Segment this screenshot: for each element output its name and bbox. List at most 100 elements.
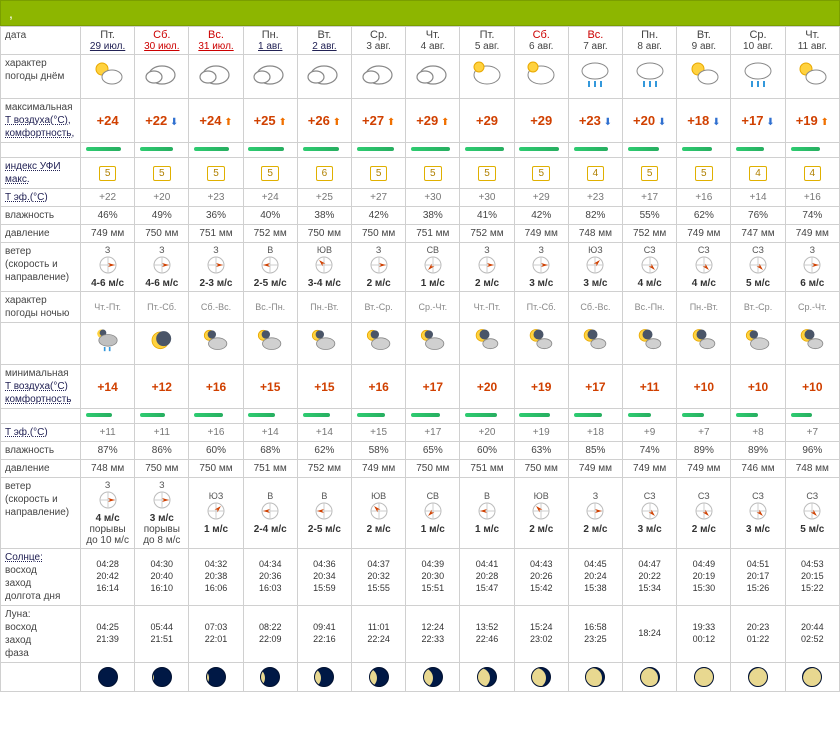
- night-wind-speed: 2 м/с: [570, 524, 621, 535]
- temp-min: +15: [260, 380, 280, 394]
- comfort-temp: +25: [297, 189, 351, 207]
- uvi-value: 6: [316, 166, 334, 181]
- temp-max: +26: [308, 113, 330, 128]
- uvi-value: 5: [424, 166, 442, 181]
- date-link[interactable]: 31 июл.: [198, 41, 233, 52]
- sun-times: 04:3020:4016:10: [135, 549, 189, 606]
- date-text: 11 авг.: [798, 41, 827, 52]
- moon-times: 05:4421:51: [135, 606, 189, 663]
- night-weather-icon: [406, 323, 460, 365]
- date-link[interactable]: 1 авг.: [258, 41, 282, 52]
- wind-speed: 1 м/с: [407, 278, 458, 289]
- uvi-value: 4: [587, 166, 605, 181]
- moon-phase-icon: [406, 663, 460, 692]
- night-weather-icon: [514, 323, 568, 365]
- comfort-bar: [194, 147, 238, 153]
- comfort-bar-night: [303, 413, 347, 419]
- day-of-week: Сб.: [136, 29, 187, 41]
- comfort-bar: [357, 147, 401, 153]
- night-wind-speed: 2 м/с: [516, 524, 567, 535]
- moon-phase-icon: [623, 663, 677, 692]
- wind-speed: 4 м/с: [678, 278, 729, 289]
- night-weather-icon: [189, 323, 243, 365]
- sun-times: 04:4120:2815:47: [460, 549, 514, 606]
- humidity: 76%: [731, 207, 785, 225]
- temp-min: +10: [694, 380, 714, 394]
- comfort-temp: +29: [514, 189, 568, 207]
- night-weather-icon: [677, 323, 731, 365]
- wind-speed: 4-6 м/с: [136, 278, 187, 289]
- day-of-week: Чт.: [787, 29, 838, 41]
- night-wind-dir: СЗ: [624, 491, 675, 501]
- humidity: 38%: [406, 207, 460, 225]
- night-weather-icon: [81, 323, 135, 365]
- comfort-bar-night: [519, 413, 563, 419]
- comfort-temp: +22: [81, 189, 135, 207]
- comfort-bar-night: [465, 413, 509, 419]
- night-humidity: 89%: [731, 442, 785, 460]
- day-weather-icon: [189, 55, 243, 99]
- comfort-temp: +27: [352, 189, 406, 207]
- night-period: Пт.-Сб.: [514, 292, 568, 323]
- uvi-value: 5: [370, 166, 388, 181]
- comfort-temp: +23: [189, 189, 243, 207]
- night-wind-dir: ЮВ: [516, 491, 567, 501]
- humidity: 42%: [352, 207, 406, 225]
- night-comfort-temp: +14: [243, 424, 297, 442]
- night-comfort-temp: +17: [406, 424, 460, 442]
- humidity: 62%: [677, 207, 731, 225]
- day-weather-icon: [81, 55, 135, 99]
- night-wind-dir: СВ: [407, 491, 458, 501]
- wind-dir: В: [245, 245, 296, 255]
- day-of-week: Вс.: [570, 29, 621, 41]
- wind-dir: СВ: [407, 245, 458, 255]
- night-wind-speed: 2-4 м/с: [245, 524, 296, 535]
- night-wind-dir: СЗ: [732, 491, 783, 501]
- night-wind-dir: ЮВ: [353, 491, 404, 501]
- sun-times: 04:2820:4216:14: [81, 549, 135, 606]
- moon-phase-icon: [243, 663, 297, 692]
- pressure: 749 мм: [677, 225, 731, 243]
- day-weather-icon: [406, 55, 460, 99]
- night-wind-speed: 1 м/с: [190, 524, 241, 535]
- night-period: Сб.-Вс.: [189, 292, 243, 323]
- temp-max: +18: [687, 113, 709, 128]
- moon-times: 16:5823:25: [568, 606, 622, 663]
- date-link[interactable]: 30 июл.: [144, 41, 179, 52]
- night-comfort-temp: +20: [460, 424, 514, 442]
- page-header: ,: [0, 0, 840, 26]
- night-wind-dir: В: [461, 491, 512, 501]
- night-comfort-temp: +7: [785, 424, 839, 442]
- temp-min: +14: [97, 380, 117, 394]
- night-comfort-temp: +14: [297, 424, 351, 442]
- pressure: 752 мм: [243, 225, 297, 243]
- date-link[interactable]: 29 июл.: [90, 41, 125, 52]
- wind-speed: 5 м/с: [732, 278, 783, 289]
- day-weather-icon: [623, 55, 677, 99]
- pressure: 750 мм: [352, 225, 406, 243]
- night-comfort-temp: +16: [189, 424, 243, 442]
- humidity: 46%: [81, 207, 135, 225]
- moon-phase-icon: [189, 663, 243, 692]
- night-pressure: 748 мм: [785, 460, 839, 478]
- night-wind-speed: 4 м/с: [82, 513, 133, 524]
- wind-speed: 3 м/с: [516, 278, 567, 289]
- night-comfort-temp: +8: [731, 424, 785, 442]
- date-link[interactable]: 2 авг.: [312, 41, 336, 52]
- temp-min: +10: [802, 380, 822, 394]
- comfort-bar: [465, 147, 509, 153]
- moon-phase-icon: [460, 663, 514, 692]
- comfort-temp: +30: [460, 189, 514, 207]
- sun-times: 04:3720:3215:55: [352, 549, 406, 606]
- day-weather-icon: [297, 55, 351, 99]
- wind-speed: 2-3 м/с: [190, 278, 241, 289]
- comfort-bar: [140, 147, 184, 153]
- wind-dir: З: [190, 245, 241, 255]
- night-humidity: 60%: [460, 442, 514, 460]
- forecast-table: датаПт.29 июл.Сб.30 июл.Вс.31 июл.Пн.1 а…: [0, 26, 840, 692]
- night-wind-dir: В: [299, 491, 350, 501]
- night-comfort-temp: +11: [81, 424, 135, 442]
- day-of-week: Ср.: [353, 29, 404, 41]
- wind-speed: 3-4 м/с: [299, 278, 350, 289]
- pressure: 747 мм: [731, 225, 785, 243]
